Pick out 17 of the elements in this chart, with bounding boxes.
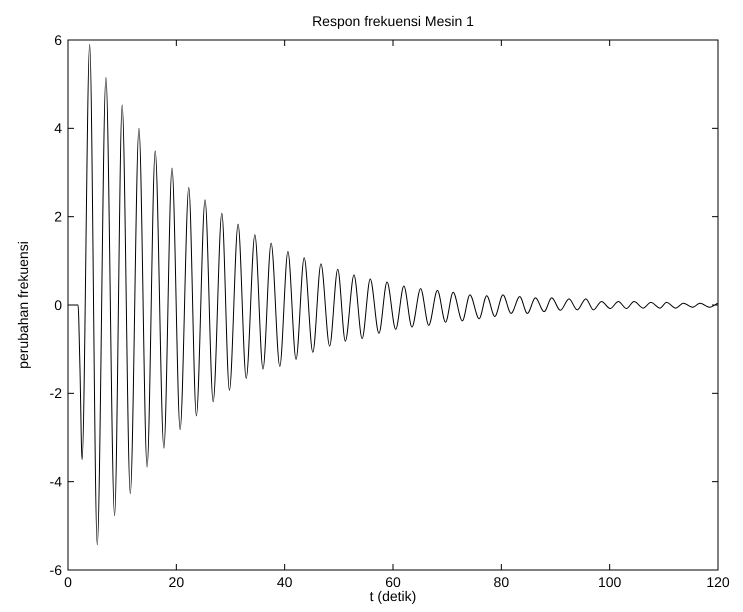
x-tick-label: 100 [598,574,622,590]
y-tick-label: -6 [50,562,62,578]
y-tick-label: 6 [54,32,62,48]
x-tick-label: 0 [64,574,72,590]
y-tick-label: -2 [50,385,62,402]
y-tick-label: 4 [54,120,62,136]
x-axis-title: t (detik) [370,588,416,604]
chart-title: Respon frekuensi Mesin 1 [312,13,474,29]
y-axis-title: perubahan frekuensi [15,241,31,369]
y-tick-label: -4 [50,474,62,490]
y-tick-label: 2 [54,208,62,225]
x-tick-label: 60 [385,574,401,590]
x-tick-label: 40 [276,574,293,590]
x-tick-label: 80 [494,574,510,590]
y-tick-label: 0 [54,296,62,313]
x-tick-label: 120 [706,574,730,590]
x-tick-label: 20 [168,574,184,590]
